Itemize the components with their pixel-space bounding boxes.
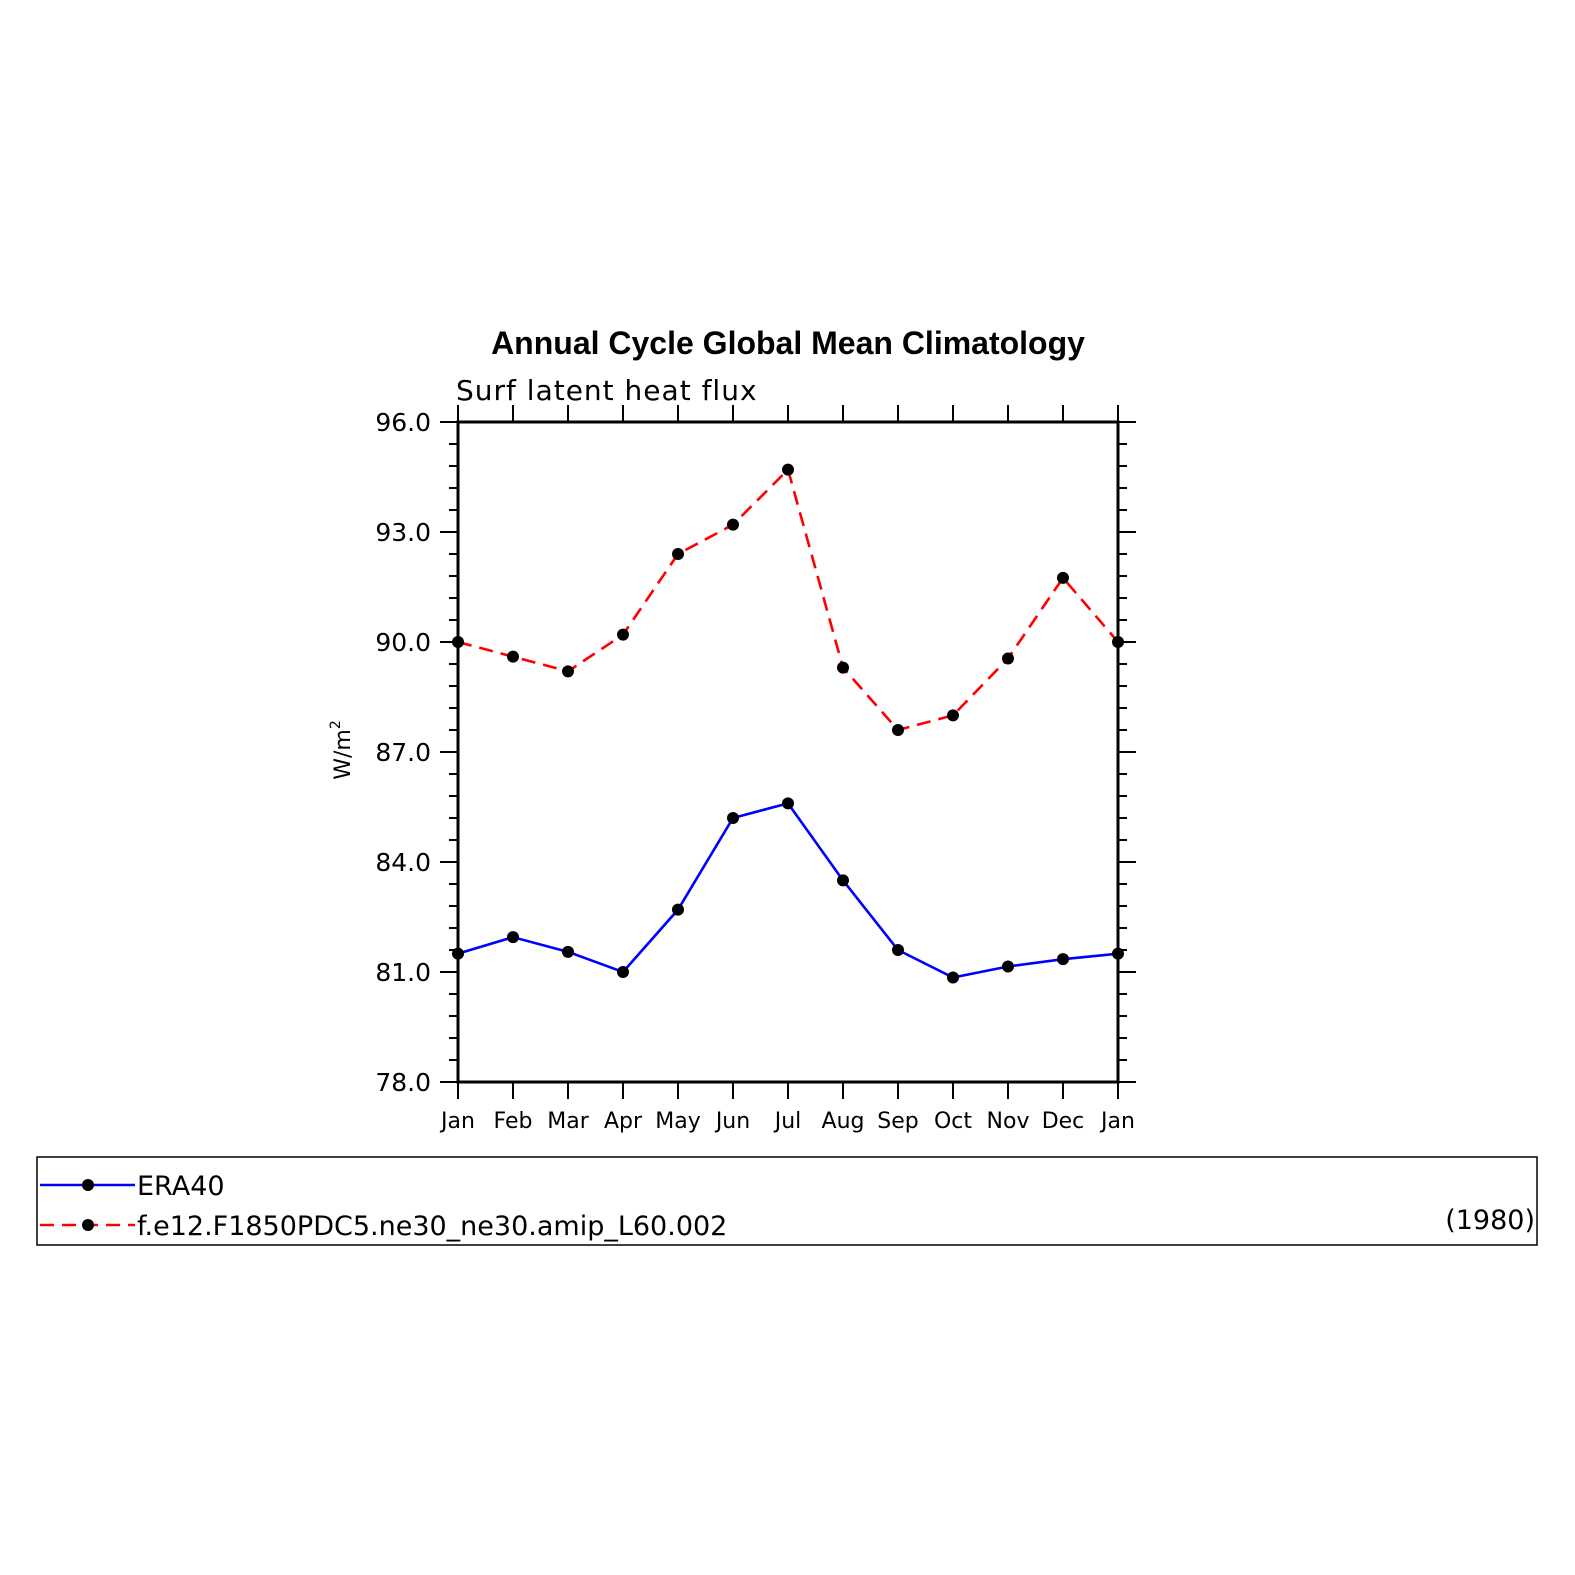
plot-frame	[456, 420, 1120, 1084]
y-tick-label: 87.0	[375, 738, 431, 767]
y-tick-label: 81.0	[375, 958, 431, 987]
x-tick-label: Sep	[877, 1109, 918, 1134]
data-point	[452, 947, 464, 960]
y-tick-labels: 78.0 81.0 84.0 87.0 90.0 93.0 96.0	[375, 408, 431, 1097]
data-point	[507, 931, 519, 944]
series-markers	[452, 463, 1124, 984]
data-point	[1057, 953, 1069, 966]
legend-label-1: f.e12.F1850PDC5.ne30_ne30.amip_L60.002	[137, 1211, 727, 1242]
x-tick-label: Dec	[1042, 1109, 1085, 1134]
data-point	[782, 797, 794, 810]
x-tick-label: Nov	[987, 1109, 1030, 1134]
legend: ERA40 f.e12.F1850PDC5.ne30_ne30.amip_L60.…	[36, 1156, 1538, 1246]
x-tick-label: Apr	[604, 1109, 643, 1134]
data-point	[1002, 960, 1014, 973]
data-point	[892, 724, 904, 736]
data-point	[947, 709, 959, 722]
data-point	[837, 661, 849, 674]
data-point	[947, 971, 959, 984]
data-point	[562, 945, 574, 958]
legend-marker	[82, 1219, 94, 1231]
y-axis-title: W/m2	[328, 720, 356, 780]
x-tick-label: Jan	[439, 1109, 475, 1134]
x-tick-label: Jul	[773, 1109, 802, 1134]
legend-box	[36, 1156, 1538, 1246]
data-point	[672, 548, 684, 560]
data-point	[1112, 947, 1124, 960]
data-point	[672, 903, 684, 916]
data-point	[1002, 652, 1014, 665]
svg-text:W/m2: W/m2	[328, 720, 356, 780]
x-tick-label: Jan	[1099, 1109, 1135, 1134]
x-tick-label: Oct	[934, 1109, 972, 1134]
x-tick-label: Mar	[547, 1109, 589, 1134]
series-line-0	[457, 801, 1119, 979]
data-point	[727, 812, 739, 824]
data-point	[562, 665, 574, 678]
y-axis-label-superscript: 2	[328, 720, 344, 729]
data-point	[892, 944, 904, 956]
legend-label-0: ERA40	[137, 1171, 225, 1202]
x-tick-labels: Jan Feb Mar Apr May Jun Jul Aug Sep Oct Nov Dec Jan	[439, 1109, 1135, 1134]
series-line-1	[457, 467, 1119, 732]
plot-border	[456, 420, 1120, 1084]
y-tick-label: 90.0	[375, 628, 431, 657]
data-point	[452, 636, 464, 648]
y-tick-label: 84.0	[375, 848, 431, 877]
y-tick-label: 96.0	[375, 408, 431, 437]
data-point	[837, 874, 849, 887]
x-tick-label: Feb	[494, 1109, 533, 1134]
y-tick-label: 93.0	[375, 518, 431, 547]
legend-marker	[82, 1179, 94, 1191]
series-lines	[457, 467, 1119, 979]
data-point	[617, 628, 629, 641]
chart-subtitle: Surf latent heat flux	[456, 374, 758, 407]
data-point	[507, 650, 519, 663]
data-point	[727, 518, 739, 531]
x-tick-label: May	[655, 1109, 700, 1134]
chart-title: Annual Cycle Global Mean Climatology	[491, 325, 1085, 361]
data-point	[1112, 636, 1124, 648]
data-point	[1057, 571, 1069, 584]
legend-note: (1980)	[1445, 1205, 1535, 1236]
y-axis-label: W/m	[331, 729, 356, 780]
y-tick-label: 78.0	[375, 1068, 431, 1097]
x-tick-label: Jun	[714, 1109, 750, 1134]
data-point	[617, 966, 629, 978]
axis-ticks	[440, 405, 1136, 1099]
x-tick-label: Aug	[822, 1109, 865, 1134]
data-point	[782, 463, 794, 476]
